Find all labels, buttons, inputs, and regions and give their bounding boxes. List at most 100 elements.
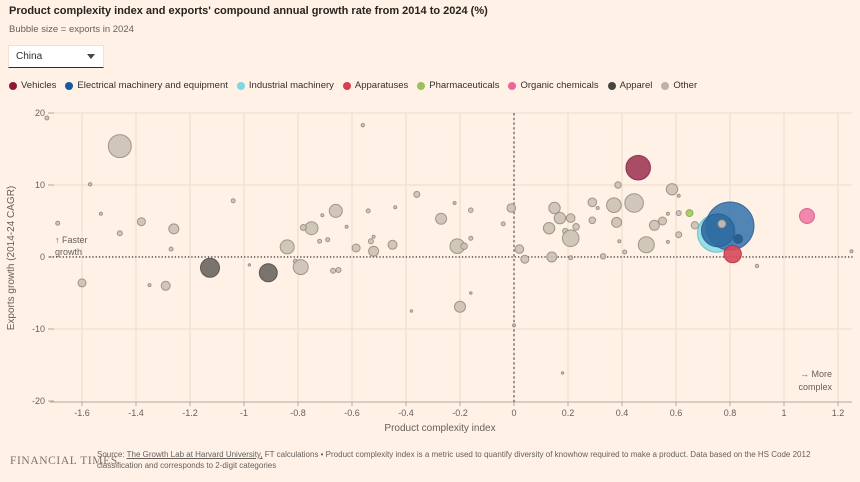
bubble-other[interactable]: [617, 239, 622, 244]
country-select[interactable]: China: [8, 45, 104, 68]
bubble-other[interactable]: [409, 309, 414, 313]
ft-logo: FINANCIAL TIMES: [10, 455, 118, 467]
bubble-other[interactable]: [147, 283, 152, 288]
source-note: Source: The Growth Lab at Harvard Univer…: [97, 450, 849, 471]
bubble-other[interactable]: [500, 221, 506, 227]
bubble-other[interactable]: [648, 219, 660, 231]
bubble-other[interactable]: [553, 211, 567, 225]
bubble-other[interactable]: [160, 280, 171, 291]
bubble-electrical-machinery-and-equipment[interactable]: [733, 234, 744, 244]
bubble-other[interactable]: [665, 211, 670, 216]
bubble-other[interactable]: [168, 223, 180, 235]
bubble-other[interactable]: [595, 206, 600, 210]
bubble-other[interactable]: [393, 205, 398, 210]
bubble-other[interactable]: [365, 208, 371, 214]
bubble-other[interactable]: [606, 197, 622, 213]
bubble-other[interactable]: [454, 300, 466, 313]
bubble-other[interactable]: [624, 193, 644, 213]
bubble-other[interactable]: [328, 203, 343, 218]
bubble-vehicles[interactable]: [625, 154, 652, 181]
bubble-other[interactable]: [344, 224, 349, 229]
bubble-other[interactable]: [98, 211, 103, 216]
bubble-other[interactable]: [435, 212, 448, 225]
bubble-other[interactable]: [44, 115, 50, 121]
bubble-other[interactable]: [542, 222, 556, 235]
bubble-other[interactable]: [754, 263, 760, 269]
y-tick-label: -20: [32, 396, 45, 406]
bubble-other[interactable]: [622, 249, 628, 255]
bubble-other[interactable]: [230, 198, 236, 204]
bubble-other[interactable]: [116, 230, 123, 237]
bubble-other[interactable]: [665, 239, 670, 244]
bubble-other[interactable]: [279, 239, 295, 255]
bubble-apparatuses[interactable]: [723, 244, 742, 264]
bubble-other[interactable]: [468, 207, 474, 213]
legend-dot-icon: [342, 81, 351, 90]
bubble-other[interactable]: [292, 259, 309, 276]
bubble-other[interactable]: [675, 231, 683, 239]
bubble-other[interactable]: [469, 291, 473, 295]
bubble-organic-chemicals[interactable]: [799, 208, 815, 224]
bubble-other[interactable]: [690, 221, 700, 230]
bubble-other[interactable]: [413, 190, 421, 198]
bubble-apparel[interactable]: [200, 257, 220, 278]
bubble-other[interactable]: [568, 255, 574, 261]
bubble-other[interactable]: [55, 220, 61, 226]
bubble-other[interactable]: [849, 249, 854, 254]
bubble-other[interactable]: [387, 239, 398, 250]
bubble-other[interactable]: [514, 244, 525, 254]
bubble-apparel[interactable]: [258, 263, 278, 283]
bubble-other[interactable]: [452, 201, 457, 205]
source-link[interactable]: The Growth Lab at Harvard University,: [126, 450, 263, 459]
bubble-other[interactable]: [77, 278, 87, 288]
bubble-other[interactable]: [317, 238, 323, 244]
bubble-other[interactable]: [320, 213, 325, 218]
bubble-other[interactable]: [330, 267, 337, 274]
bubble-other[interactable]: [136, 217, 146, 227]
bubble-other[interactable]: [717, 219, 727, 229]
bubble-other[interactable]: [658, 216, 667, 226]
bubble-other[interactable]: [675, 210, 682, 217]
bubble-other[interactable]: [460, 242, 468, 250]
bubble-other[interactable]: [587, 197, 598, 208]
bubble-other[interactable]: [299, 224, 307, 231]
bubble-other[interactable]: [512, 323, 516, 328]
bubble-other[interactable]: [599, 253, 607, 260]
bubble-other[interactable]: [371, 234, 376, 239]
bubble-other[interactable]: [87, 182, 93, 187]
bubble-other[interactable]: [520, 254, 530, 264]
bubble-other[interactable]: [368, 245, 380, 257]
bubble-other[interactable]: [304, 221, 319, 236]
legend-label: Pharmaceuticals: [429, 80, 500, 91]
bubble-electrical-machinery-and-equipment[interactable]: [700, 213, 735, 248]
bubble-other[interactable]: [565, 213, 576, 223]
legend-item-5: Organic chemicals: [508, 80, 599, 91]
more-complex-annotation: → More: [800, 369, 832, 379]
bubble-other[interactable]: [572, 223, 580, 231]
chart-subtitle: Bubble size = exports in 2024: [9, 24, 134, 35]
bubble-other[interactable]: [560, 371, 565, 375]
bubble-other[interactable]: [637, 236, 655, 254]
bubble-other[interactable]: [360, 123, 365, 128]
bubble-other[interactable]: [611, 216, 623, 228]
bubble-other[interactable]: [367, 238, 374, 245]
bubble-other[interactable]: [548, 201, 561, 215]
bubble-pharmaceuticals[interactable]: [685, 209, 694, 218]
bubble-other[interactable]: [107, 134, 132, 159]
bubble-other[interactable]: [247, 263, 252, 267]
legend-dot-icon: [236, 81, 245, 90]
bubble-other[interactable]: [588, 216, 597, 225]
legend-label: Industrial machinery: [248, 80, 334, 91]
bubble-other[interactable]: [335, 267, 342, 273]
bubble-other[interactable]: [676, 193, 681, 198]
bubble-other[interactable]: [468, 235, 474, 241]
legend-label: Apparel: [619, 80, 653, 91]
bubble-other[interactable]: [561, 229, 580, 248]
bubble-other[interactable]: [168, 246, 174, 252]
bubble-other[interactable]: [325, 237, 331, 243]
bubble-other[interactable]: [665, 183, 679, 196]
bubble-other[interactable]: [614, 181, 622, 189]
bubble-other[interactable]: [506, 203, 517, 213]
bubble-other[interactable]: [546, 251, 558, 263]
bubble-other[interactable]: [351, 243, 361, 253]
